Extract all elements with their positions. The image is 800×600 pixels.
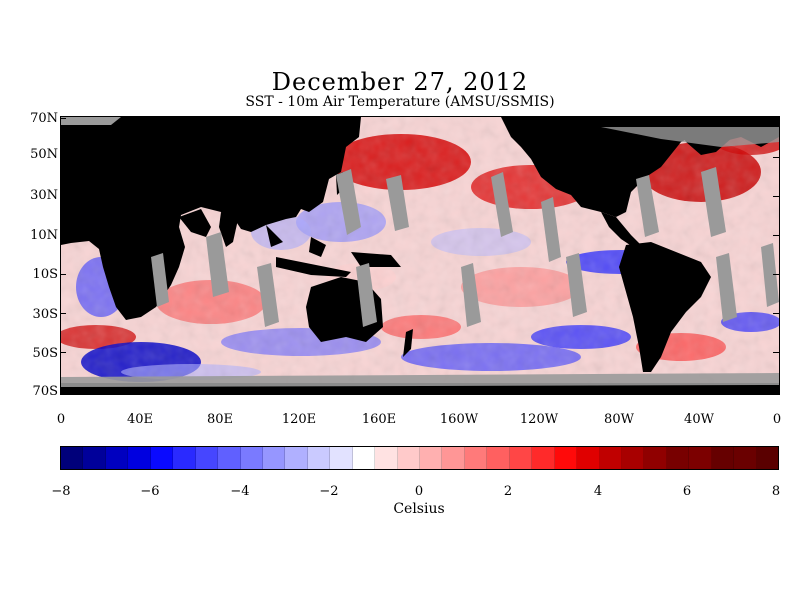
colorbar-segment <box>621 447 645 469</box>
lat-label-10n: 10N <box>30 228 58 243</box>
colorbar-segment <box>240 447 263 469</box>
lat-label-30s: 30S <box>32 307 58 322</box>
colorbar-tick-label: −6 <box>140 484 160 499</box>
map-svg <box>61 117 779 394</box>
lon-label-0-right: 0 <box>772 412 782 427</box>
missing-data-swaths <box>61 117 779 387</box>
lon-tick <box>619 389 621 395</box>
lat-label-30n: 30N <box>30 188 58 203</box>
lon-label-80e: 80E <box>206 412 234 427</box>
landmass-south-america <box>619 242 711 372</box>
lat-tick <box>773 352 779 353</box>
colorbar-tick-label: 4 <box>593 484 603 499</box>
colorbar-segment <box>644 447 667 469</box>
lat-tick <box>60 235 66 236</box>
lon-tick <box>220 389 222 395</box>
lat-tick <box>773 313 779 314</box>
colorbar-segment <box>262 447 286 469</box>
lon-label-40w: 40W <box>684 412 714 427</box>
colorbar-segment <box>532 447 555 469</box>
lat-tick <box>773 118 779 119</box>
lon-tick <box>300 389 302 395</box>
colorbar-tick-label: −4 <box>230 484 250 499</box>
lon-tick <box>699 389 701 395</box>
lat-label-50s: 50S <box>32 346 58 361</box>
lon-label-120e: 120E <box>281 412 317 427</box>
map-title: December 27, 2012 <box>271 68 529 96</box>
colorbar-tick-label: −8 <box>51 484 71 499</box>
colorbar-segment <box>734 447 757 469</box>
colorbar-tick-label: 0 <box>414 484 424 499</box>
colorbar-segment <box>509 447 533 469</box>
colorbar-segment <box>83 447 106 469</box>
colorbar-tick-label: 8 <box>771 484 781 499</box>
lat-label-50n: 50N <box>30 147 58 162</box>
colorbar-segment <box>442 447 465 469</box>
colorbar-segment <box>420 447 443 469</box>
lat-tick <box>60 118 66 119</box>
lon-label-120w: 120W <box>519 412 559 427</box>
colorbar-tick-label: −2 <box>319 484 339 499</box>
lon-label-0-left: 0 <box>56 412 66 427</box>
lon-label-40e: 40E <box>126 412 154 427</box>
lon-tick <box>140 389 142 395</box>
lat-tick <box>60 313 66 314</box>
lat-tick <box>60 352 66 353</box>
colorbar-segment <box>150 447 174 469</box>
lat-tick <box>773 274 779 275</box>
colorbar-segment <box>464 447 488 469</box>
lat-tick <box>773 196 779 197</box>
colorbar-segment <box>330 447 353 469</box>
colorbar-segment <box>756 447 778 469</box>
lon-tick <box>539 389 541 395</box>
lon-tick <box>61 389 62 395</box>
colorbar-segment <box>689 447 712 469</box>
lat-tick <box>773 157 779 158</box>
lat-label-70s: 70S <box>32 384 58 399</box>
map-subtitle: SST - 10m Air Temperature (AMSU/SSMIS) <box>245 94 555 110</box>
lon-tick <box>459 389 461 395</box>
colorbar-segment <box>128 447 151 469</box>
colorbar-segment <box>599 447 622 469</box>
colorbar-segment <box>577 447 600 469</box>
lon-label-80w: 80W <box>604 412 634 427</box>
landmass-afro-eurasia <box>61 117 361 320</box>
colorbar <box>60 446 779 470</box>
lat-tick <box>60 196 66 197</box>
colorbar-unit-label: Celsius <box>393 501 445 517</box>
colorbar-segment <box>375 447 398 469</box>
lon-label-160w: 160W <box>439 412 479 427</box>
colorbar-segment <box>195 447 219 469</box>
lat-label-10s: 10S <box>32 267 58 282</box>
sst-air-temperature-map <box>60 116 780 395</box>
lat-tick <box>60 274 66 275</box>
lat-tick <box>773 235 779 236</box>
colorbar-segment <box>487 447 510 469</box>
colorbar-segment <box>711 447 735 469</box>
lat-label-70n: 70N <box>30 111 58 126</box>
colorbar-segment <box>218 447 241 469</box>
lon-label-160e: 160E <box>361 412 397 427</box>
lon-tick <box>380 389 382 395</box>
colorbar-segment <box>173 447 196 469</box>
land-masses <box>61 117 779 394</box>
lat-tick <box>60 391 66 392</box>
colorbar-segment <box>397 447 420 469</box>
colorbar-tick-label: 6 <box>682 484 692 499</box>
lat-tick <box>60 157 66 158</box>
colorbar-tick-label: 2 <box>503 484 513 499</box>
colorbar-segment <box>61 447 84 469</box>
colorbar-segment <box>105 447 129 469</box>
colorbar-segment <box>666 447 690 469</box>
landmass-north-america <box>501 117 779 217</box>
lon-tick <box>779 389 780 395</box>
colorbar-segment <box>352 447 376 469</box>
lat-tick <box>773 391 779 392</box>
colorbar-segment <box>554 447 578 469</box>
colorbar-segment <box>307 447 331 469</box>
colorbar-segment <box>285 447 308 469</box>
